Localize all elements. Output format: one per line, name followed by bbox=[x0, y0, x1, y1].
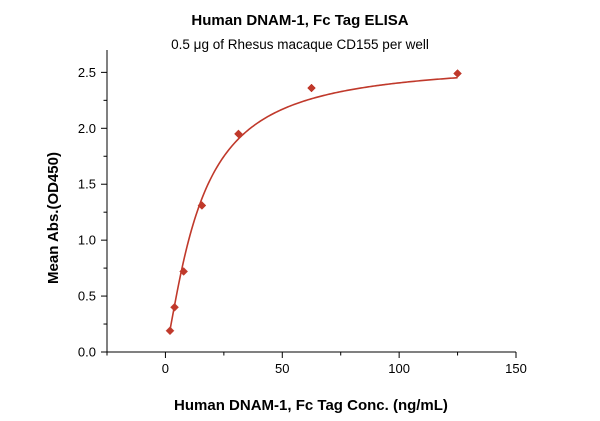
x-axis-ticks: 0 50 100 150 bbox=[106, 352, 527, 376]
y-tick-label: 2.0 bbox=[78, 121, 96, 136]
y-tick-label: 2.5 bbox=[78, 65, 96, 80]
x-axis-title: Human DNAM-1, Fc Tag Conc. (ng/mL) bbox=[174, 397, 448, 414]
data-points bbox=[165, 69, 462, 336]
x-tick-label: 50 bbox=[275, 361, 289, 376]
chart-title: Human DNAM-1, Fc Tag ELISA bbox=[191, 12, 409, 29]
y-axis-title: Mean Abs.(OD450) bbox=[45, 152, 62, 284]
x-tick-label: 0 bbox=[162, 361, 169, 376]
data-point bbox=[307, 83, 316, 93]
data-point bbox=[170, 302, 179, 312]
y-tick-label: 1.5 bbox=[78, 177, 96, 192]
data-point bbox=[197, 201, 207, 210]
y-tick-label: 0.0 bbox=[78, 345, 96, 360]
data-point bbox=[234, 129, 243, 139]
data-point bbox=[165, 326, 175, 336]
y-tick-label: 1.0 bbox=[78, 233, 96, 248]
y-axis-ticks: 0.0 0.5 1.0 1.5 2.0 2.5 bbox=[78, 65, 107, 360]
chart-subtitle: 0.5 μg of Rhesus macaque CD155 per well bbox=[171, 37, 429, 52]
fit-curve bbox=[169, 76, 458, 331]
x-tick-label: 150 bbox=[505, 361, 527, 376]
data-point bbox=[179, 267, 189, 276]
data-point bbox=[453, 69, 462, 78]
x-tick-label: 100 bbox=[388, 361, 410, 376]
y-tick-label: 0.5 bbox=[78, 289, 96, 304]
axes bbox=[106, 50, 516, 353]
